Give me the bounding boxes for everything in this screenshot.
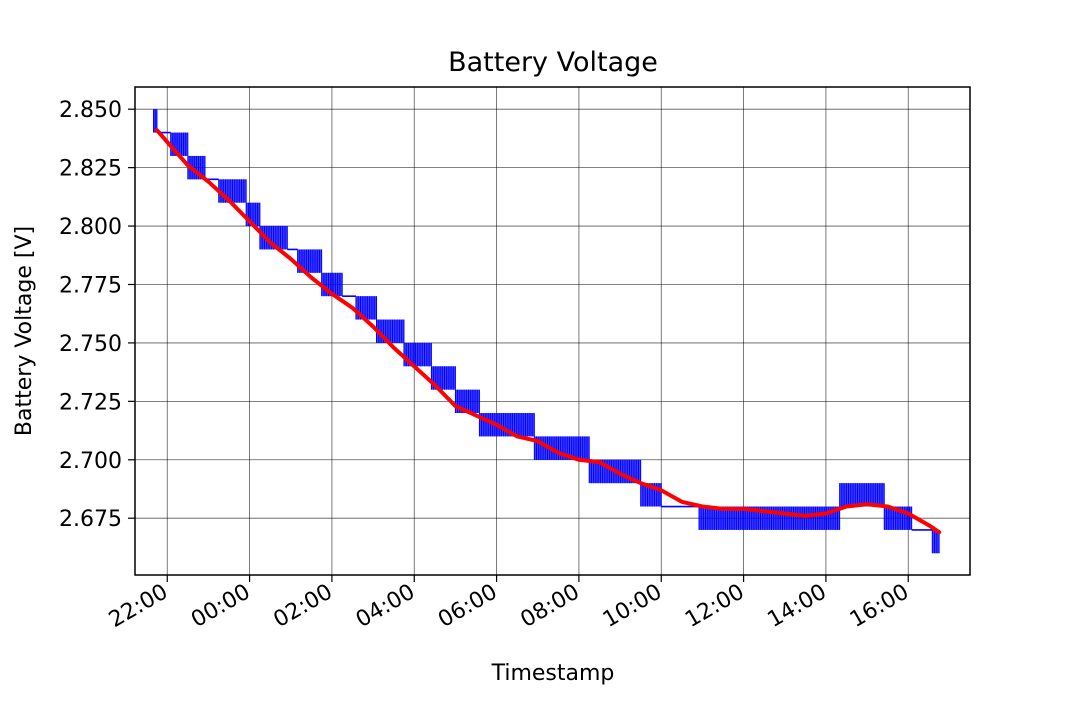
y-tick-label: 2.825 (59, 157, 122, 182)
x-tick-label: 16:00 (846, 580, 913, 633)
raw-voltage-band (297, 249, 322, 273)
y-tick-label: 2.800 (59, 215, 122, 240)
y-tick-label: 2.775 (59, 273, 122, 298)
x-tick-label: 12:00 (681, 580, 748, 633)
raw-voltage-band (534, 436, 590, 460)
raw-voltage-band (479, 413, 535, 437)
y-tick-label: 2.850 (59, 98, 122, 123)
x-axis-label: Timestamp (491, 661, 615, 686)
raw-voltage-band (932, 529, 940, 554)
x-tick-label: 08:00 (517, 580, 584, 633)
x-axis: 22:00 00:00 02:00 04:00 06:00 08:00 10:00 12:00… (105, 575, 913, 633)
x-tick-label: 10:00 (599, 580, 666, 633)
x-tick-label: 04:00 (352, 580, 419, 633)
y-axis: 2.850 2.825 2.800 2.775 2.750 2.725 2.700 2.675 (59, 98, 135, 532)
smoothed-voltage-series (155, 128, 942, 535)
plot-frame (134, 86, 971, 576)
raw-voltage-band (431, 366, 456, 390)
y-tick-label: 2.675 (59, 507, 122, 532)
grid (135, 87, 970, 575)
y-tick-label: 2.725 (59, 390, 122, 415)
x-tick-label: 06:00 (434, 580, 501, 633)
x-tick-label: 14:00 (764, 580, 831, 633)
chart-title: Battery Voltage (448, 47, 658, 78)
raw-voltage-series (153, 109, 940, 554)
y-tick-label: 2.700 (59, 449, 122, 474)
x-tick-label: 00:00 (187, 580, 254, 633)
x-tick-label: 22:00 (105, 580, 172, 633)
y-axis-label: Battery Voltage [V] (12, 226, 37, 436)
y-tick-label: 2.750 (59, 332, 122, 357)
x-tick-label: 02:00 (270, 580, 337, 633)
smoothed-voltage-line (155, 128, 942, 535)
